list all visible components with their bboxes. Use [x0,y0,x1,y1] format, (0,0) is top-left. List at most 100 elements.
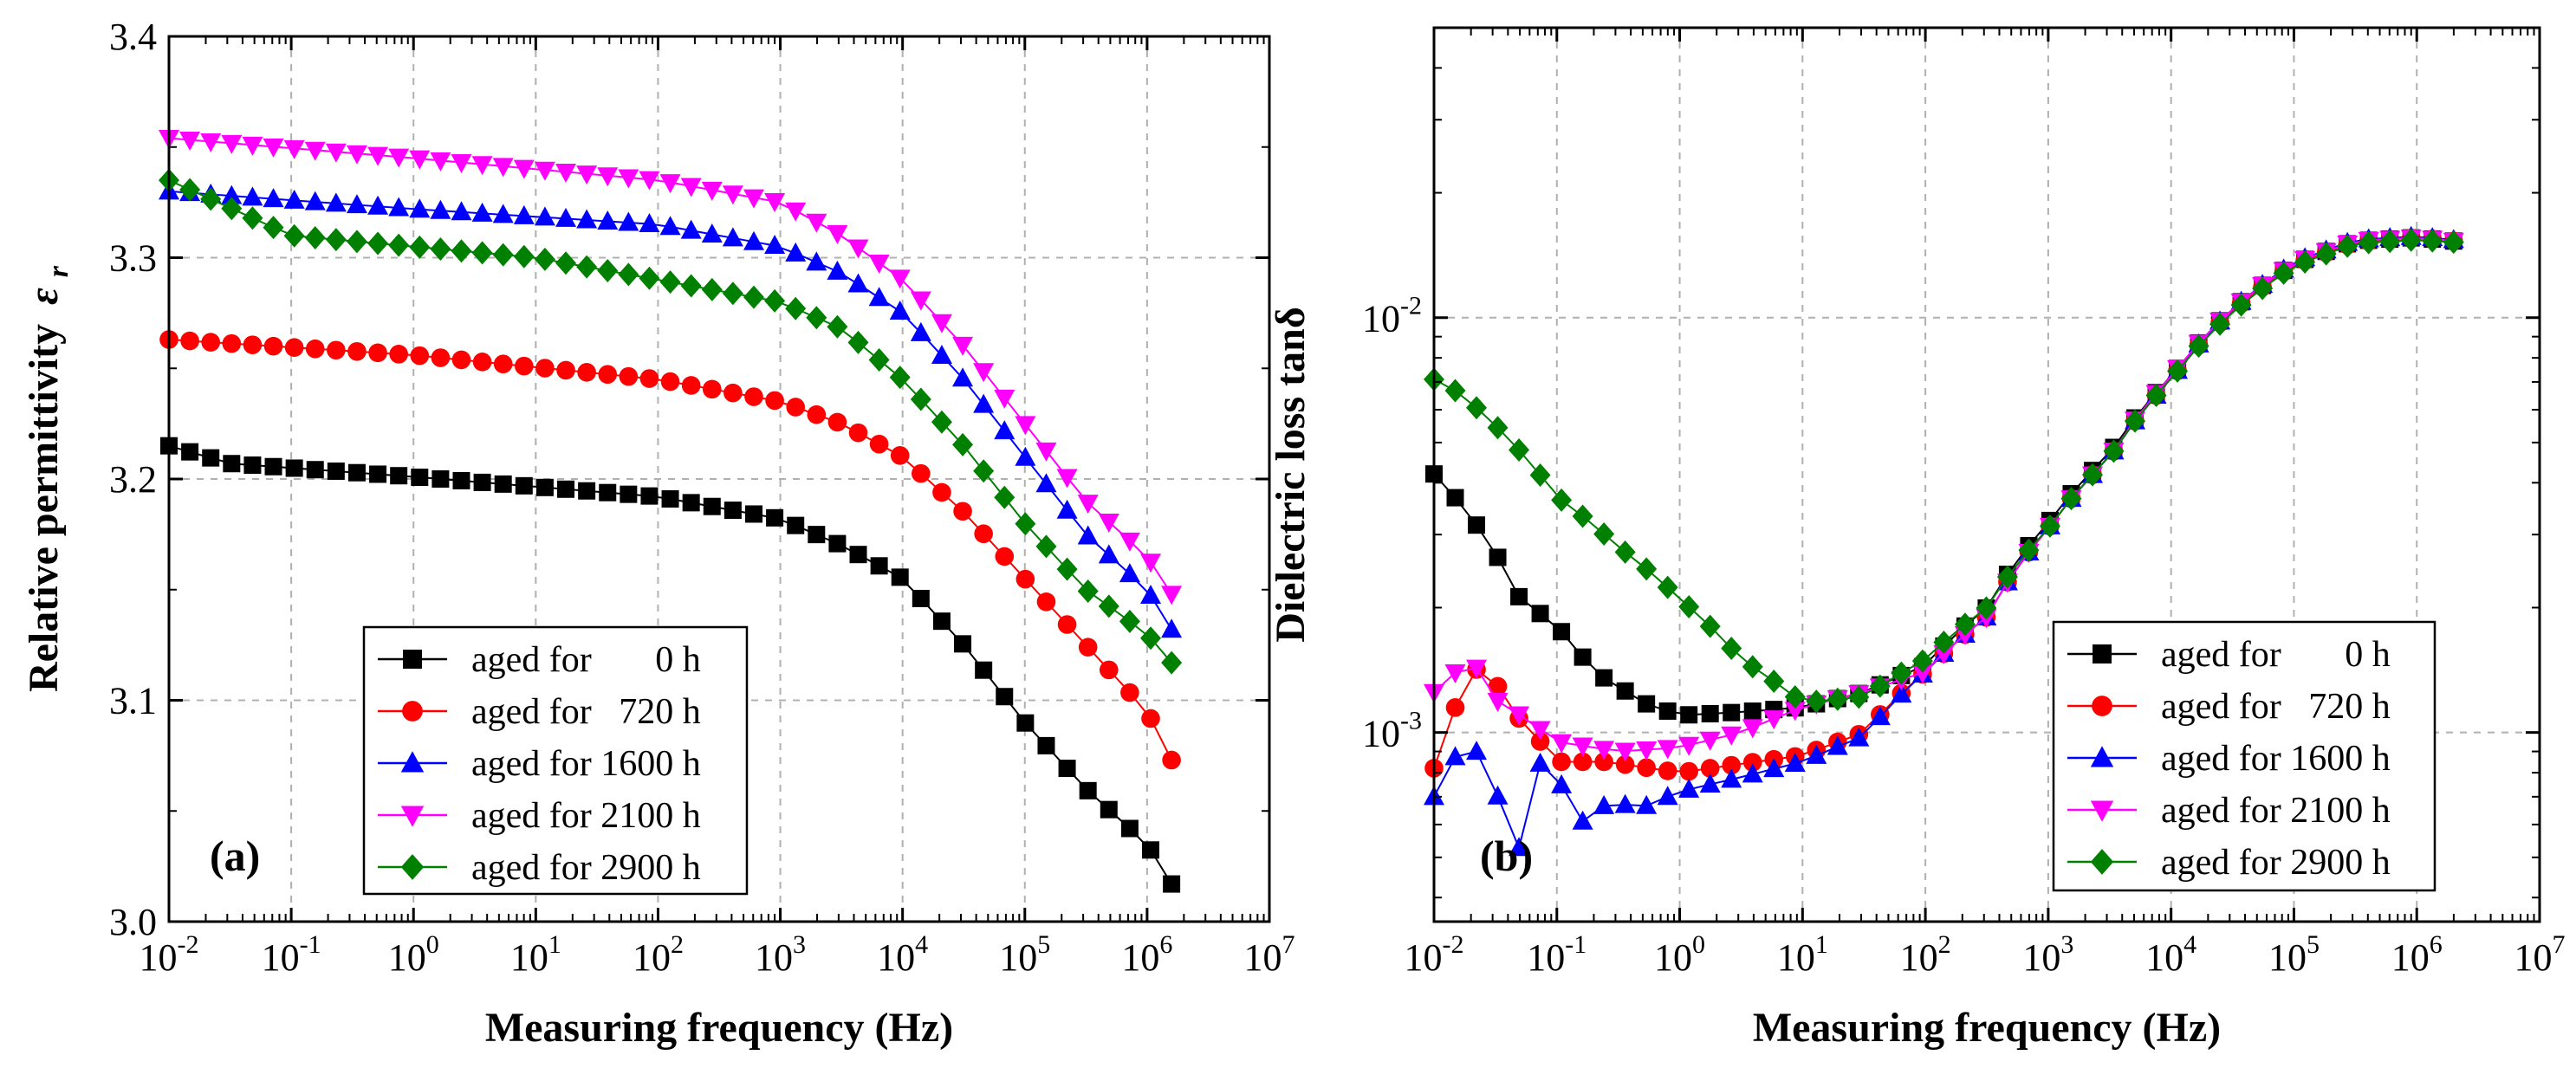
data-point [1466,741,1488,761]
data-point [515,356,534,376]
data-point [1721,726,1742,746]
panel-a-ylabel-symbol: ε [21,288,67,305]
data-point [369,465,387,483]
data-point [264,457,282,476]
data-point [242,206,263,230]
data-point [221,197,243,221]
data-point [1058,760,1076,778]
data-point [1678,736,1700,756]
data-point [1976,596,1997,620]
data-point [1509,837,1530,857]
x-tick-label: 104 [2145,930,2196,979]
data-point [891,568,909,586]
data-point [723,502,742,520]
data-point [827,314,848,339]
legend-marker [2090,849,2114,875]
panel-a-ylabel-subscript: r [42,265,75,277]
data-point [1723,703,1741,722]
data-point [787,516,805,534]
data-point [2400,228,2422,252]
legend-marker [2092,696,2112,716]
data-point [1077,495,1099,515]
data-point [1636,557,1658,581]
data-point [367,195,389,215]
data-point [1161,586,1183,605]
data-point [1035,473,1057,493]
data-point [2337,234,2359,258]
data-point [1615,754,1635,774]
data-point [388,233,410,257]
data-point [576,209,598,229]
data-point [535,359,555,378]
data-point [1551,488,1573,512]
legend-label: aged for 2100 h [2161,791,2391,831]
data-point [1487,785,1509,805]
data-point [263,216,284,240]
data-point [1077,579,1099,603]
legend-item-s720: aged for 720 h [2067,687,2391,727]
data-point [640,487,659,505]
data-point [2188,334,2209,359]
data-point [1722,755,1742,775]
data-point [242,186,263,206]
data-point [868,254,890,274]
data-point [1161,651,1183,675]
data-point [555,207,577,227]
data-point [599,483,617,502]
data-point [975,661,993,679]
data-point [1119,532,1140,552]
data-point [890,446,910,465]
data-point [1553,623,1571,641]
legend-label: aged for 1600 h [471,744,701,784]
legend-label: aged for 2100 h [471,796,701,836]
data-point [1636,794,1658,814]
data-point [1140,626,1162,651]
data-point [1489,548,1507,566]
data-point [411,469,429,487]
y-tick-label: 3.4 [109,16,157,58]
data-point [1140,584,1162,604]
data-point [1078,638,1098,657]
data-point [1487,692,1509,712]
panel-a-xlabel: Measuring frequency (Hz) [485,1005,953,1051]
data-point [1891,683,1912,703]
data-point [1466,659,1488,679]
data-point [1996,565,2018,589]
data-point [1784,702,1806,722]
data-point [1574,648,1592,666]
data-point [1743,702,1762,721]
data-point [179,131,201,151]
panel-b-legend: aged for 0 h aged for 720 h aged for 1600 … [2067,635,2391,883]
data-point [2018,538,2040,562]
data-point [2273,261,2294,285]
data-point [1572,810,1593,830]
data-point [557,480,575,498]
data-point [1616,682,1634,700]
data-point [910,291,931,311]
data-point [556,360,575,380]
data-point [868,347,890,372]
data-point [743,189,764,209]
panel-b-legend-box [2052,620,2436,892]
data-point [827,412,847,432]
data-point [409,198,431,218]
data-point [451,201,472,221]
data-point [472,353,492,372]
x-tick-label: 103 [755,930,806,979]
data-point [889,269,911,289]
panel-a-legend-box [362,625,749,896]
data-point [223,455,241,473]
x-tick-label: 101 [510,930,561,979]
data-point [513,159,535,179]
data-point [1015,512,1036,536]
data-point [325,192,347,212]
data-point [680,178,702,197]
data-point [722,282,743,306]
data-point [639,266,660,290]
data-point [1721,768,1742,788]
data-point [492,158,514,178]
data-point [451,239,472,263]
data-point [1679,761,1698,781]
legend-marker [2090,746,2114,767]
data-point [389,345,408,364]
